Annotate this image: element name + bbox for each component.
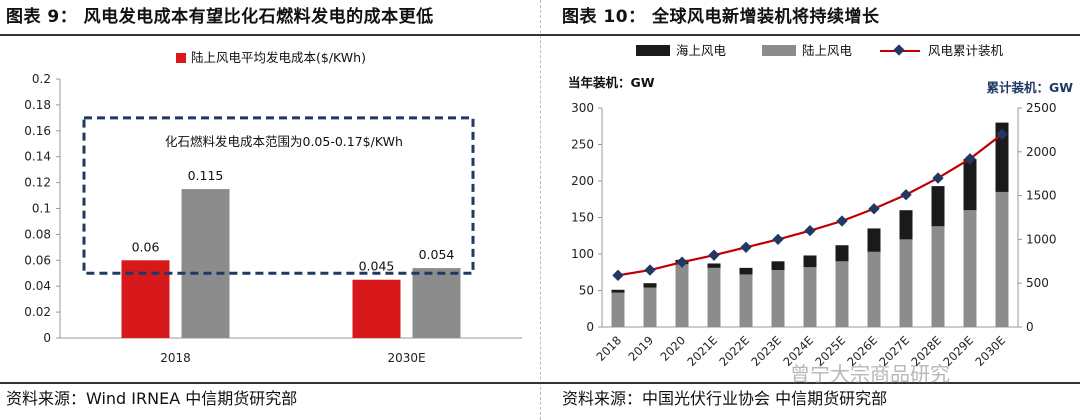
bar-offshore (739, 267, 753, 275)
left-y-tick-label: 250 (571, 138, 594, 152)
watermark: 曾宁大宗商品研究 (790, 362, 950, 386)
x-tick-label: 2018 (594, 333, 625, 364)
bar-fossil-cost (181, 189, 230, 338)
bar-onshore (611, 292, 625, 327)
bar-offshore (611, 289, 625, 293)
data-label: 0.115 (188, 168, 224, 183)
x-tick-label: 2030E (972, 333, 1008, 369)
x-tick-label: 2022E (716, 333, 752, 369)
bar-offshore (931, 186, 945, 227)
point-cumulative (612, 269, 624, 281)
left-y-tick-label: 100 (571, 247, 594, 261)
left-y-tick-label: 0 (586, 320, 594, 334)
right-y-tick-label: 1500 (1026, 189, 1057, 203)
bar-onshore (963, 210, 977, 327)
right-y-tick-label: 500 (1026, 276, 1049, 290)
fossil-cost-range-annotation: 化石燃料发电成本范围为0.05-0.17$/KWh (165, 134, 403, 149)
bar-onshore (931, 226, 945, 327)
data-label: 0.06 (132, 239, 160, 254)
left-y-tick-label: 50 (579, 284, 594, 298)
left-y-tick-label: 300 (571, 101, 594, 115)
bar-offshore (995, 122, 1009, 192)
bar-fossil-cost (412, 268, 461, 338)
header-rule (0, 34, 1080, 36)
point-cumulative (932, 172, 944, 184)
bar-onshore (995, 191, 1009, 327)
legend-label-offshore: 海上风电 (676, 43, 727, 58)
bar-onshore (899, 239, 913, 327)
point-cumulative (644, 264, 656, 276)
left-y-tick-label: 200 (571, 174, 594, 188)
left-axis-title: 当年装机：GW (568, 75, 655, 90)
point-cumulative (676, 256, 688, 268)
right-figure-source: 资料来源：中国光伏行业协会 中信期货研究部 (562, 389, 888, 408)
y-tick-label: 0.08 (24, 227, 51, 241)
right-figure-title: 图表 10： 全球风电新增装机将持续增长 (562, 7, 880, 27)
bar-offshore (803, 255, 817, 268)
bar-offshore (643, 283, 657, 288)
bar-offshore (899, 210, 913, 240)
y-tick-label: 0 (43, 331, 51, 345)
right-axis-title: 累计装机：GW (986, 80, 1073, 95)
point-cumulative (868, 203, 880, 215)
cost-chart: 陆上风电平均发电成本($/KWh) 0 0.02 0.04 0.06 0.08 0.1 0.1… (24, 50, 522, 365)
y-tick-label: 0.02 (24, 305, 51, 319)
right-y-tick-label: 0 (1026, 320, 1034, 334)
bar-onshore (771, 270, 785, 327)
x-tick-label: 2021E (684, 333, 720, 369)
point-cumulative (900, 189, 912, 201)
point-cumulative (740, 241, 752, 253)
bar-onshore (867, 251, 881, 327)
y-tick-label: 0.04 (24, 279, 51, 293)
y-tick-label: 0.2 (32, 72, 51, 86)
figure-divider (540, 0, 541, 420)
x-tick-label: 2030E (387, 351, 425, 365)
point-cumulative (836, 215, 848, 227)
right-y-tick-label: 2500 (1026, 101, 1057, 115)
legend-label-onshore-cost: 陆上风电平均发电成本($/KWh) (191, 50, 366, 65)
bar-onshore (643, 287, 657, 327)
footer-rule (0, 382, 1080, 384)
left-figure-source: 资料来源：Wind IRNEA 中信期货研究部 (6, 389, 298, 408)
x-tick-label: 2018 (160, 351, 191, 365)
x-tick-label: 2023E (748, 333, 784, 369)
data-label: 0.054 (419, 247, 455, 262)
bar-onshore (675, 264, 689, 327)
y-tick-label: 0.06 (24, 253, 51, 267)
y-tick-label: 0.1 (32, 202, 51, 216)
right-y-tick-label: 1000 (1026, 232, 1057, 246)
left-y-tick-label: 150 (571, 211, 594, 225)
point-cumulative (804, 224, 816, 237)
bar-onshore (739, 274, 753, 327)
bar-offshore (707, 263, 721, 268)
y-tick-label: 0.16 (24, 124, 51, 138)
legend-label-onshore: 陆上风电 (802, 43, 853, 58)
legend-swatch-onshore-cost (176, 53, 186, 63)
bar-offshore (963, 159, 977, 211)
point-cumulative (708, 249, 720, 261)
y-tick-label: 0.14 (24, 150, 51, 164)
right-y-tick-label: 2000 (1026, 145, 1057, 159)
y-tick-label: 0.12 (24, 176, 51, 190)
point-cumulative (772, 233, 784, 246)
bar-offshore (835, 245, 849, 262)
bar-onshore (803, 267, 817, 327)
bar-offshore (771, 261, 785, 271)
bar-onshore (835, 261, 849, 327)
legend-label-cumulative: 风电累计装机 (928, 43, 1004, 58)
bar-onshore-cost (352, 279, 401, 338)
y-tick-label: 0.18 (24, 98, 51, 112)
bar-offshore (867, 228, 881, 252)
x-tick-label: 2019 (626, 333, 657, 364)
legend-swatch-offshore (636, 45, 670, 56)
data-label: 0.045 (359, 259, 395, 274)
legend-marker-cumulative (893, 44, 905, 56)
bar-onshore (707, 267, 721, 327)
left-figure-title: 图表 9： 风电发电成本有望比化石燃料发电的成本更低 (6, 7, 434, 27)
legend-swatch-onshore (762, 45, 796, 56)
